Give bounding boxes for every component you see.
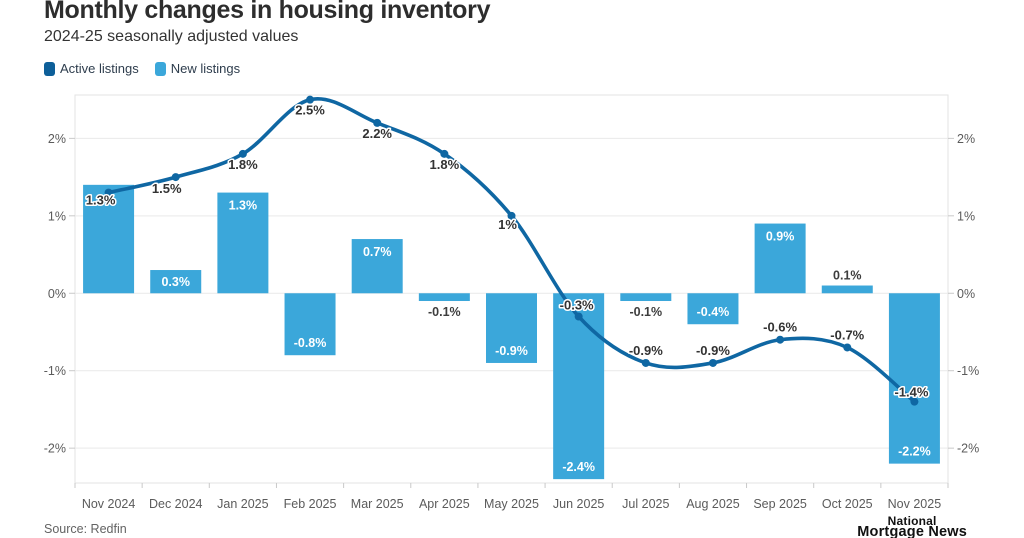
publisher-logo: National Mortgage News: [857, 514, 967, 538]
publisher-logo-line1: National: [887, 514, 937, 528]
y-axis-label-left: -1%: [44, 364, 66, 378]
point-nov-2024[interactable]: [104, 188, 113, 197]
bar-value-label: 0.9%: [766, 230, 795, 244]
bar-sep-2025[interactable]: [754, 223, 806, 294]
x-axis-label: Sep 2025: [753, 497, 807, 511]
y-axis-label-right: 0%: [957, 287, 975, 301]
legend-item-active-listings: Active listings: [44, 61, 139, 76]
point-may-2025[interactable]: [507, 211, 516, 220]
line-value-label: -0.9%: [629, 343, 663, 358]
line-value-label: -1.4%: [894, 385, 928, 400]
chart-title: Monthly changes in housing inventory: [44, 0, 491, 24]
legend-label-active: Active listings: [60, 61, 139, 76]
point-jan-2025[interactable]: [238, 149, 247, 158]
bar-value-label: -2.2%: [898, 445, 931, 459]
legend: Active listings New listings: [44, 61, 240, 76]
line-value-label: 1.5%: [152, 181, 182, 196]
x-axis-label: Feb 2025: [284, 497, 337, 511]
legend-swatch-active: [44, 61, 55, 76]
point-aug-2025[interactable]: [708, 358, 717, 367]
chart-subtitle: 2024-25 seasonally adjusted values: [44, 28, 299, 45]
point-feb-2025[interactable]: [306, 95, 315, 104]
bar-jun-2025[interactable]: [553, 293, 605, 480]
bar-value-label: -0.1%: [428, 305, 461, 319]
bar-aug-2025[interactable]: [687, 293, 739, 325]
point-jun-2025[interactable]: [574, 312, 583, 321]
y-axis-label-left: 0%: [48, 287, 66, 301]
bar-mar-2025[interactable]: [351, 239, 403, 294]
line-value-label: 1%: [498, 217, 517, 232]
source-text: Source: Redfin: [44, 522, 127, 536]
x-axis-label: Nov 2024: [82, 497, 136, 511]
bar-apr-2025[interactable]: [418, 293, 470, 302]
bar-nov-2024[interactable]: [83, 184, 135, 294]
point-apr-2025[interactable]: [440, 149, 449, 158]
bar-jul-2025[interactable]: [620, 293, 672, 302]
bar-value-label: 0.1%: [833, 269, 862, 283]
point-sep-2025[interactable]: [776, 335, 785, 344]
x-axis-label: Apr 2025: [419, 497, 470, 511]
x-axis-label: Oct 2025: [822, 497, 873, 511]
line-value-label: -0.3%: [560, 297, 594, 312]
bar-value-label: -0.4%: [697, 305, 730, 319]
x-axis-label: Nov 2025: [888, 497, 942, 511]
bar-jan-2025[interactable]: [217, 192, 269, 294]
bar-value-label: 1.3%: [229, 199, 258, 213]
bar-value-label: 0.7%: [363, 245, 392, 259]
point-mar-2025[interactable]: [373, 118, 382, 127]
bar-value-label: 0.3%: [161, 275, 190, 289]
y-axis-label-right: -1%: [957, 364, 979, 378]
legend-label-new: New listings: [170, 61, 241, 76]
x-axis-label: May 2025: [484, 497, 539, 511]
bar-value-label: -0.8%: [294, 336, 327, 350]
point-oct-2025[interactable]: [843, 343, 852, 352]
bar-value-label: -0.1%: [629, 305, 662, 319]
x-axis-label: Dec 2024: [149, 497, 203, 511]
x-axis-label: Jan 2025: [217, 497, 268, 511]
bar-value-label: -0.9%: [495, 344, 528, 358]
x-axis-label: Mar 2025: [351, 497, 404, 511]
bar-may-2025[interactable]: [486, 293, 537, 363]
point-jul-2025[interactable]: [641, 358, 650, 367]
y-axis-label-right: 1%: [957, 209, 975, 223]
y-axis-label-right: -2%: [957, 442, 979, 456]
y-axis-label-left: 2%: [48, 132, 66, 146]
y-axis-label-left: 1%: [48, 209, 66, 223]
legend-item-new-listings: New listings: [154, 61, 241, 76]
y-axis-label-right: 2%: [957, 132, 975, 146]
line-value-label: 1.3%: [86, 193, 116, 208]
x-axis-label: Aug 2025: [686, 497, 740, 511]
bar-dec-2024[interactable]: [150, 270, 202, 294]
x-axis-label: Jun 2025: [553, 497, 604, 511]
line-value-label: 1.8%: [430, 157, 460, 172]
bar-nov-2025[interactable]: [888, 293, 940, 464]
line-value-label: 2.5%: [295, 103, 325, 118]
bar-value-label: -2.4%: [562, 460, 595, 474]
bar-oct-2025[interactable]: [821, 285, 873, 294]
line-value-label: 2.2%: [362, 126, 392, 141]
point-nov-2025[interactable]: [910, 397, 919, 406]
publisher-logo-line2: Mortgage News: [857, 524, 967, 538]
x-axis-label: Jul 2025: [622, 497, 669, 511]
line-value-label: -0.9%: [696, 343, 730, 358]
line-value-label: 1.8%: [228, 157, 258, 172]
y-axis-label-left: -2%: [44, 442, 66, 456]
line-value-label: -0.7%: [830, 327, 864, 342]
legend-swatch-new: [154, 61, 166, 76]
plot-border: [74, 94, 949, 484]
bar-feb-2025[interactable]: [284, 293, 336, 356]
point-dec-2024[interactable]: [171, 173, 180, 182]
line-value-label: -0.6%: [763, 320, 797, 335]
